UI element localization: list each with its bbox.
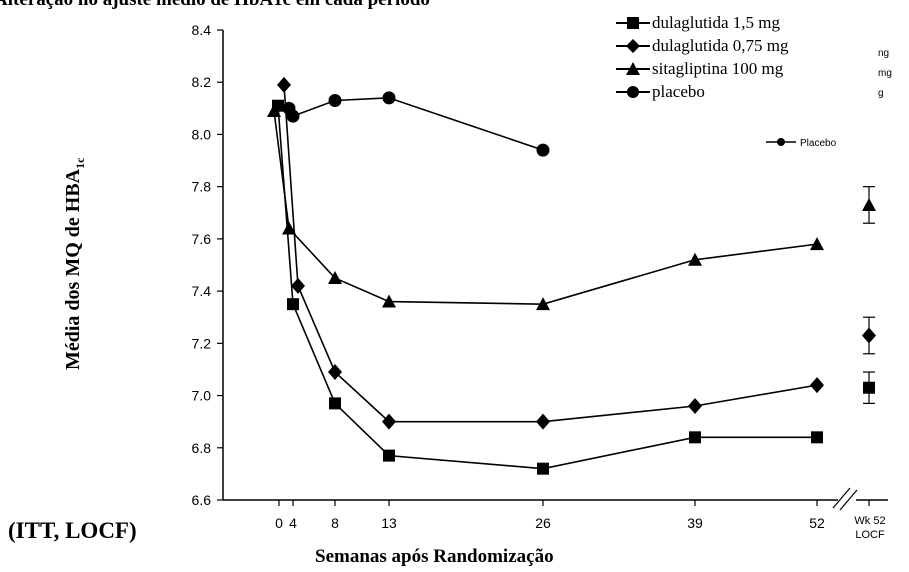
chart-title: Alteração no ajuste médio de HbA1c em ca… xyxy=(0,0,430,11)
data-point-square xyxy=(811,431,823,444)
x-tick-label: 52 xyxy=(809,515,825,531)
y-tick-label: 7.2 xyxy=(192,335,212,351)
y-tick-label: 7.4 xyxy=(192,283,212,299)
inner-legend: Placebo xyxy=(766,138,837,149)
series-square xyxy=(272,99,875,475)
axis-break-mark xyxy=(832,487,851,509)
data-point-triangle xyxy=(328,271,342,285)
data-point-triangle xyxy=(810,237,824,251)
legend-item-sitagliptina: sitagliptina 100 mg xyxy=(616,57,788,80)
data-point-diamond xyxy=(862,327,876,344)
x-tick-label: 0 xyxy=(275,515,283,531)
chart-series xyxy=(267,76,876,475)
y-tick-label: 7.6 xyxy=(192,231,212,247)
chart-axes xyxy=(222,30,888,511)
inner-legend-label: Placebo xyxy=(800,138,837,149)
data-point-diamond xyxy=(810,377,824,394)
data-point-triangle xyxy=(688,252,702,266)
axis-break-mark xyxy=(839,489,858,511)
data-point-diamond xyxy=(688,398,702,414)
data-point-diamond xyxy=(328,364,342,381)
inner-legend-marker xyxy=(777,138,785,146)
data-point-circle xyxy=(328,94,342,107)
legend-item-placebo: placebo xyxy=(616,80,788,103)
legend-item-dulaglutida-0-75: dulaglutida 0,75 mg xyxy=(616,34,788,57)
series-line xyxy=(288,97,544,151)
data-point-square xyxy=(383,449,395,462)
circle-marker-icon xyxy=(616,85,650,98)
legend-label: dulaglutida 0,75 mg xyxy=(652,36,789,55)
series-line xyxy=(273,110,818,305)
y-tick-label: 6.8 xyxy=(192,440,212,456)
y-tick-label: 7.0 xyxy=(192,388,212,404)
ghost-label: ng xyxy=(878,48,890,59)
legend-item-dulaglutida-1-5: dulaglutida 1,5 mg xyxy=(616,11,788,34)
diamond-marker-icon xyxy=(616,38,650,53)
legend-label: dulaglutida 1,5 mg xyxy=(652,13,780,32)
chart-ticks: 6.6 6.8 7.0 7.2 7.4 7.6 7.8 8.0 8.2 8.4 0 4 8 13 26 39 5… xyxy=(192,22,886,541)
y-tick-label: 8.4 xyxy=(192,22,212,38)
data-point-diamond xyxy=(291,277,305,294)
data-point-triangle xyxy=(267,103,281,117)
series-line xyxy=(277,105,817,470)
y-tick-label: 8.2 xyxy=(192,74,212,90)
data-point-square xyxy=(689,431,701,444)
data-point-diamond xyxy=(536,413,550,430)
square-marker-icon xyxy=(616,16,650,29)
data-point-circle xyxy=(536,143,550,157)
y-axis-label: Média dos MQ de HBA1c xyxy=(62,157,87,370)
data-point-triangle xyxy=(536,297,550,311)
data-point-diamond xyxy=(277,76,291,93)
ghost-label: g xyxy=(878,88,884,99)
legend-label: sitagliptina 100 mg xyxy=(652,59,784,78)
y-tick-label: 6.6 xyxy=(192,492,212,508)
x-tick-label: 8 xyxy=(331,515,339,531)
data-point-diamond xyxy=(382,413,396,430)
data-point-triangle xyxy=(382,294,396,308)
x-tick-label: 39 xyxy=(687,515,703,531)
data-point-square xyxy=(287,298,299,311)
data-point-square xyxy=(863,381,875,394)
y-tick-label: 7.8 xyxy=(192,179,212,195)
data-point-triangle xyxy=(862,197,876,211)
y-tick-label: 8.0 xyxy=(192,126,212,142)
analysis-note: (ITT, LOCF) xyxy=(8,518,137,543)
series-diamond xyxy=(277,76,876,430)
series-triangle xyxy=(267,103,876,311)
series-line xyxy=(283,84,818,423)
legend-label: placebo xyxy=(652,82,705,101)
series-circle xyxy=(282,91,550,157)
triangle-marker-icon xyxy=(616,61,650,75)
data-point-triangle xyxy=(282,221,296,235)
x-tick-label: LOCF xyxy=(855,529,885,541)
x-tick-label: 4 xyxy=(289,515,297,531)
data-point-circle xyxy=(382,91,396,105)
x-tick-label: 26 xyxy=(535,515,551,531)
data-point-square xyxy=(329,397,341,410)
ghost-label: mg xyxy=(878,68,892,79)
x-tick-label: 13 xyxy=(381,515,397,531)
legend: dulaglutida 1,5 mg dulaglutida 0,75 mg s… xyxy=(614,8,829,106)
data-point-circle xyxy=(286,109,300,123)
data-point-square xyxy=(537,462,549,475)
x-tick-label: Wk 52 xyxy=(854,515,885,527)
x-axis-label: Semanas após Randomização xyxy=(315,546,554,567)
